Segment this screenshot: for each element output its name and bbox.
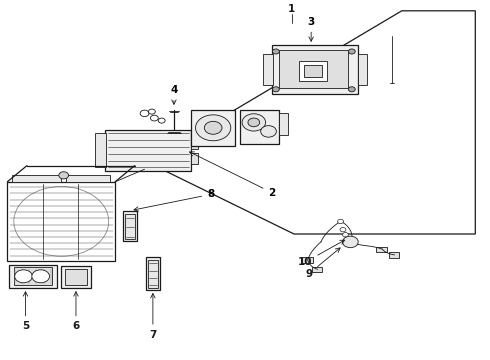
Bar bbox=[9, 265, 57, 288]
Bar bbox=[12, 175, 61, 182]
Circle shape bbox=[158, 118, 165, 123]
Circle shape bbox=[150, 115, 158, 121]
Text: 1: 1 bbox=[288, 4, 295, 14]
Bar bbox=[240, 110, 279, 144]
Text: 9: 9 bbox=[305, 248, 340, 279]
Bar bbox=[299, 61, 327, 81]
Text: 6: 6 bbox=[73, 292, 79, 332]
Polygon shape bbox=[147, 11, 475, 234]
Bar bbox=[389, 252, 399, 258]
Circle shape bbox=[248, 118, 260, 127]
Bar bbox=[105, 130, 191, 171]
Bar bbox=[95, 133, 106, 167]
Bar bbox=[191, 139, 198, 149]
Circle shape bbox=[242, 114, 266, 131]
Circle shape bbox=[343, 233, 348, 237]
Bar bbox=[14, 267, 52, 285]
Bar bbox=[148, 260, 158, 288]
Circle shape bbox=[348, 87, 355, 92]
Text: 2: 2 bbox=[190, 152, 275, 198]
Circle shape bbox=[261, 126, 276, 137]
Circle shape bbox=[204, 121, 222, 134]
Circle shape bbox=[59, 172, 69, 179]
Bar bbox=[65, 269, 87, 285]
Circle shape bbox=[343, 236, 358, 248]
Text: 7: 7 bbox=[149, 293, 157, 340]
Bar bbox=[123, 211, 137, 241]
Text: 4: 4 bbox=[170, 85, 178, 104]
Text: 3: 3 bbox=[308, 17, 315, 41]
Text: 8: 8 bbox=[134, 189, 214, 211]
Bar bbox=[61, 266, 91, 288]
Bar bbox=[263, 54, 273, 85]
Circle shape bbox=[140, 110, 149, 117]
Bar bbox=[279, 50, 348, 88]
Bar bbox=[191, 153, 198, 164]
Bar bbox=[7, 182, 115, 261]
Circle shape bbox=[272, 87, 279, 92]
Circle shape bbox=[340, 228, 346, 232]
Bar bbox=[358, 54, 367, 85]
Circle shape bbox=[15, 270, 32, 283]
Circle shape bbox=[272, 49, 279, 54]
Bar bbox=[125, 214, 135, 239]
Bar bbox=[376, 247, 387, 252]
Bar bbox=[302, 257, 313, 263]
Bar bbox=[146, 257, 160, 290]
Circle shape bbox=[196, 115, 231, 141]
Circle shape bbox=[148, 109, 155, 114]
Bar bbox=[312, 267, 322, 272]
Bar bbox=[191, 110, 235, 146]
Bar bbox=[279, 113, 288, 135]
Circle shape bbox=[338, 219, 343, 224]
Circle shape bbox=[348, 49, 355, 54]
Text: 10: 10 bbox=[298, 240, 344, 267]
Circle shape bbox=[32, 270, 49, 283]
Text: 5: 5 bbox=[22, 292, 29, 332]
Bar bbox=[304, 65, 322, 77]
Bar bbox=[272, 45, 358, 94]
Bar bbox=[66, 175, 110, 182]
